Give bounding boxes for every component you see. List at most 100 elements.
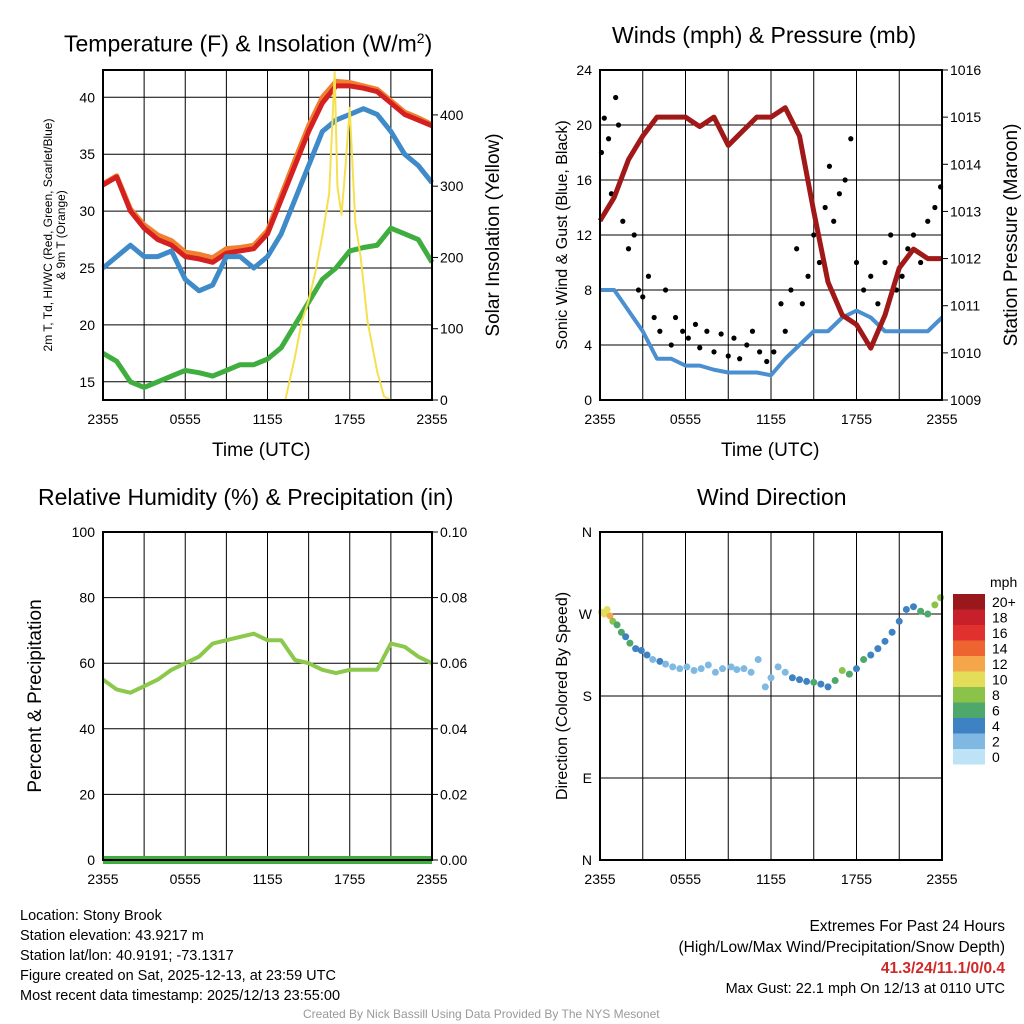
gust-point (899, 273, 905, 279)
colorbar-label: 4 (992, 718, 1000, 734)
wind-direction-point (676, 665, 684, 673)
temp-ytick-label: 40 (79, 89, 95, 105)
colorbar-swatch (953, 640, 985, 656)
wind-direction-point (788, 674, 796, 682)
wind-direction-point (727, 663, 735, 671)
temp-xtick-label: 1155 (252, 411, 282, 427)
gust-point (905, 246, 911, 252)
created: Figure created on Sat, 2025-12-13, at 23… (20, 968, 336, 984)
colorbar-label: 2 (992, 734, 1000, 750)
series-sonic-wind (600, 288, 944, 378)
gust-point (811, 232, 817, 238)
gust-point (704, 328, 710, 334)
gust-point (764, 358, 770, 365)
temp-ytick-label: 25 (79, 260, 95, 276)
gust-point (645, 273, 652, 279)
rh-ylabel: Percent & Precipitation (25, 599, 46, 793)
rh-chart-title: Relative Humidity (%) & Precipitation (i… (38, 484, 454, 510)
rh-y2tick-label: 0.10 (440, 524, 467, 540)
gust-point (744, 342, 750, 348)
wind-direction-point (767, 674, 775, 682)
colorbar-label: 12 (992, 656, 1008, 672)
rh-ytick-label: 0 (87, 852, 95, 868)
gust-point (875, 301, 881, 307)
colorbar-swatch (953, 687, 985, 703)
wind-y2tick-label: 1012 (950, 251, 981, 267)
gust-point (615, 122, 622, 128)
rh-y2tick-label: 0.00 (440, 852, 467, 868)
colorbar-swatch (953, 609, 985, 625)
rh-y2tick-label: 0.06 (440, 655, 467, 671)
rh-ytick-label: 40 (79, 721, 95, 737)
wind-direction-point (817, 680, 825, 688)
wind-xtick-label: 1155 (756, 411, 786, 427)
gust-point (816, 259, 823, 266)
gust-point (861, 287, 867, 293)
rh-xtick-label: 2355 (416, 871, 447, 887)
gust-point (799, 301, 805, 307)
temp-y2label: Solar Insolation (Yellow) (483, 133, 504, 337)
gust-point (725, 353, 731, 359)
gust-point (757, 349, 763, 355)
wind-y2tick-label: 1011 (950, 298, 980, 314)
wind-direction-point (656, 657, 664, 665)
colorbar-label: 16 (992, 625, 1008, 641)
wind-direction-point (617, 628, 625, 636)
gust-point (749, 328, 756, 334)
wind-direction-point (711, 668, 719, 676)
gust-point (778, 301, 784, 307)
wind-direction-point (683, 663, 691, 671)
wind-direction-point (845, 670, 853, 678)
gust-point (848, 136, 854, 142)
wind-direction-point (910, 603, 917, 611)
wind-direction-point (881, 637, 889, 645)
temp-xlabel: Time (UTC) (212, 440, 311, 461)
series-solar (103, 71, 432, 401)
wind-ytick-label: 8 (584, 282, 592, 298)
wind-ytick-label: 20 (576, 117, 592, 133)
wind-direction-point (838, 666, 846, 674)
wind-y2tick-label: 1010 (950, 345, 981, 361)
gust-point (771, 349, 777, 355)
temp-chart-title: Temperature (F) & Insolation (W/m2) (64, 30, 433, 57)
wind-direction-point (917, 607, 925, 615)
gust-point (711, 349, 717, 355)
wind-direction-point (937, 594, 945, 602)
temp-ytick-label: 30 (79, 203, 95, 219)
wind-direction-point (774, 663, 782, 671)
gust-point (692, 321, 699, 327)
gust-point (782, 328, 788, 334)
temp-y2tick-label: 100 (440, 321, 464, 337)
colorbar-swatch (953, 749, 985, 765)
gust-point (932, 204, 938, 211)
gust-point (910, 232, 917, 238)
gust-point (601, 115, 607, 121)
wd-ytick-label: E (583, 770, 592, 786)
wind-direction-point (888, 628, 896, 636)
wind-direction-point (613, 621, 621, 629)
wd-frame (599, 531, 943, 861)
wd-ytick-label: N (582, 524, 592, 540)
wind-direction-point (860, 656, 868, 664)
wind-direction-point (796, 676, 803, 684)
temp-xtick-label: 2355 (416, 411, 447, 427)
rh-ytick-label: 80 (79, 590, 95, 606)
wind-y2tick-label: 1013 (950, 203, 981, 219)
gust-point (826, 163, 833, 169)
footer-info: Location: Stony Brook Station elevation:… (20, 906, 340, 1006)
gust-point (737, 356, 743, 362)
wind-direction-point (643, 651, 651, 659)
colorbar-title: mph (990, 574, 1018, 590)
series-hi-wc (101, 106, 434, 294)
wind-direction-point (747, 668, 755, 676)
colorbar-label: 6 (992, 703, 1000, 719)
wd-xtick-label: 0555 (670, 871, 701, 887)
wind-ytick-label: 0 (584, 392, 592, 408)
wd-ytick-label: N (582, 852, 592, 868)
rh-ytick-label: 60 (79, 655, 95, 671)
wind-direction-point (662, 660, 670, 668)
gust-point (625, 246, 632, 252)
wind-direction-point (690, 666, 698, 674)
wind-y2label: Station Pressure (Maroon) (1001, 123, 1022, 347)
